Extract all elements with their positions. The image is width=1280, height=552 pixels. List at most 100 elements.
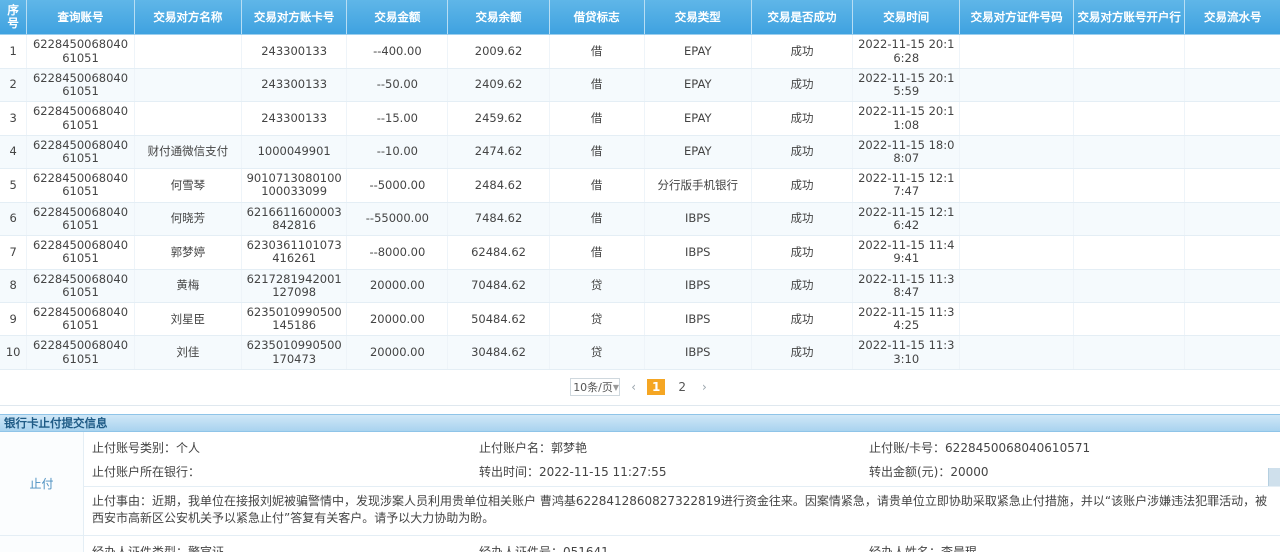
cell-party-bank	[1073, 168, 1186, 203]
table-row[interactable]: 2 622845006804061051 243300133 --50.00 2409.…	[0, 68, 1280, 103]
field-handler-id-no: 经办人证件号：051641	[479, 544, 609, 552]
th-party-card[interactable]: 交易对方账卡号	[241, 0, 348, 36]
cell-time: 2022-11-15 12:17:47	[852, 168, 961, 203]
cell-party-card: 243300133	[241, 34, 348, 69]
table-row[interactable]: 4 622845006804061051 财付通微信支付 1000049901 --10…	[0, 135, 1280, 170]
cell-party-card: 9010713080100100033099	[241, 168, 348, 203]
table-row[interactable]: 3 622845006804061051 243300133 --15.00 2459.…	[0, 101, 1280, 136]
handler-fields-line1: 经办人证件类型：警官证 经办人证件号：051641 经办人姓名：李晨琨	[84, 536, 1280, 552]
th-success[interactable]: 交易是否成功	[751, 0, 854, 36]
scrollbar-corner[interactable]	[1268, 468, 1280, 486]
cell-debit-credit: 借	[549, 34, 645, 69]
cell-balance: 2474.62	[447, 135, 550, 170]
cell-party-id-no	[959, 101, 1074, 136]
table-row[interactable]: 10 622845006804061051 刘佳 623501099050017047…	[0, 335, 1280, 370]
th-index[interactable]: 序号	[0, 0, 28, 36]
cell-party-bank	[1073, 34, 1186, 69]
page-size-label: 10条/页	[573, 381, 613, 395]
cell-party-card: 1000049901	[241, 135, 348, 170]
th-amount[interactable]: 交易金额	[346, 0, 449, 36]
cell-success: 成功	[751, 202, 854, 237]
th-party-name[interactable]: 交易对方名称	[134, 0, 243, 36]
transactions-table: 序号 查询账号 交易对方名称 交易对方账卡号 交易金额 交易余额 借贷标志 交易…	[0, 0, 1280, 370]
cell-balance: 2459.62	[447, 101, 550, 136]
cell-party-bank	[1073, 68, 1186, 103]
cell-time: 2022-11-15 20:16:28	[852, 34, 961, 69]
cell-balance: 50484.62	[447, 302, 550, 337]
cell-serial-no	[1184, 101, 1280, 136]
cell-index: 8	[0, 269, 28, 303]
cell-balance: 2409.62	[447, 68, 550, 103]
table-row[interactable]: 5 622845006804061051 何雪琴 901071308010010003…	[0, 168, 1280, 203]
cell-debit-credit: 贷	[549, 335, 645, 370]
cell-serial-no	[1184, 302, 1280, 337]
cell-party-bank	[1073, 302, 1186, 337]
transactions-table-body: 1 622845006804061051 243300133 --400.00 2009…	[0, 34, 1280, 370]
cell-balance: 70484.62	[447, 269, 550, 303]
cell-party-name: 黄梅	[134, 269, 243, 303]
cell-balance: 2484.62	[447, 168, 550, 203]
cell-success: 成功	[751, 168, 854, 203]
cell-index: 2	[0, 68, 28, 103]
cell-party-name: 刘星臣	[134, 302, 243, 337]
page-number-1[interactable]: 1	[647, 379, 666, 396]
field-handler-name: 经办人姓名：李晨琨	[869, 544, 978, 552]
cell-transaction-type: 分行版手机银行	[644, 168, 752, 203]
cell-party-card: 243300133	[241, 101, 348, 136]
cell-party-bank	[1073, 135, 1186, 170]
cell-amount: --10.00	[346, 135, 449, 170]
th-serial-no[interactable]: 交易流水号	[1184, 0, 1280, 36]
cell-party-name	[134, 34, 243, 69]
field-account-bank: 止付账户所在银行：	[92, 464, 201, 479]
th-debit-credit[interactable]: 借贷标志	[549, 0, 645, 36]
th-party-bank[interactable]: 交易对方账号开户行	[1073, 0, 1186, 36]
cell-index: 6	[0, 202, 28, 237]
cell-balance: 30484.62	[447, 335, 550, 370]
cell-serial-no	[1184, 269, 1280, 303]
cell-time: 2022-11-15 11:33:10	[852, 335, 961, 370]
table-row[interactable]: 7 622845006804061051 郭梦婷 623036110107341626…	[0, 235, 1280, 270]
th-party-id-no[interactable]: 交易对方证件号码	[959, 0, 1074, 36]
field-stop-reason: 止付事由：近期，我单位在接报刘妮被骗警情中，发现涉案人员利用贵单位相关账户 曹鸿…	[84, 485, 1280, 535]
th-time[interactable]: 交易时间	[852, 0, 961, 36]
cell-success: 成功	[751, 68, 854, 103]
cell-serial-no	[1184, 168, 1280, 203]
cell-query-account: 622845006804061051	[26, 135, 135, 170]
cell-transaction-type: IBPS	[644, 269, 752, 303]
cell-amount: --15.00	[346, 101, 449, 136]
table-row[interactable]: 6 622845006804061051 何晓芳 621661160000384281…	[0, 202, 1280, 237]
table-row[interactable]: 9 622845006804061051 刘星臣 623501099050014518…	[0, 302, 1280, 337]
th-transaction-type[interactable]: 交易类型	[644, 0, 752, 36]
th-query-account[interactable]: 查询账号	[26, 0, 135, 36]
table-row[interactable]: 1 622845006804061051 243300133 --400.00 2009…	[0, 34, 1280, 69]
cell-party-name: 郭梦婷	[134, 235, 243, 270]
cell-debit-credit: 借	[549, 202, 645, 237]
page-number-2[interactable]: 2	[678, 380, 686, 395]
chevron-down-icon: ▼	[612, 382, 620, 392]
cell-time: 2022-11-15 11:34:25	[852, 302, 961, 337]
cell-debit-credit: 借	[549, 135, 645, 170]
cell-serial-no	[1184, 235, 1280, 270]
cell-index: 7	[0, 235, 28, 270]
cell-party-id-no	[959, 235, 1074, 270]
cell-party-id-no	[959, 168, 1074, 203]
cell-balance: 62484.62	[447, 235, 550, 270]
cell-debit-credit: 借	[549, 235, 645, 270]
chevron-left-icon[interactable]: ‹	[631, 380, 636, 395]
stop-payment-fields-line1: 止付账号类别：个人 止付账户名：郭梦艳 止付账/卡号：6228450068040…	[84, 432, 1280, 462]
cell-transaction-type: EPAY	[644, 135, 752, 170]
cell-debit-credit: 贷	[549, 269, 645, 303]
cell-index: 4	[0, 135, 28, 170]
cell-party-card: 6235010990500145186	[241, 302, 348, 337]
table-row[interactable]: 8 622845006804061051 黄梅 6217281942001127098…	[0, 269, 1280, 303]
handler-info-row-label: 经办信息	[0, 535, 84, 552]
stop-payment-row-body: 止付账号类别：个人 止付账户名：郭梦艳 止付账/卡号：6228450068040…	[84, 432, 1280, 535]
page-size-select[interactable]: 10条/页 ▼	[570, 378, 621, 397]
cell-success: 成功	[751, 335, 854, 370]
cell-party-id-no	[959, 335, 1074, 370]
cell-index: 9	[0, 302, 28, 337]
cell-index: 3	[0, 101, 28, 136]
th-balance[interactable]: 交易余额	[447, 0, 550, 36]
chevron-right-icon[interactable]: ›	[702, 380, 707, 395]
